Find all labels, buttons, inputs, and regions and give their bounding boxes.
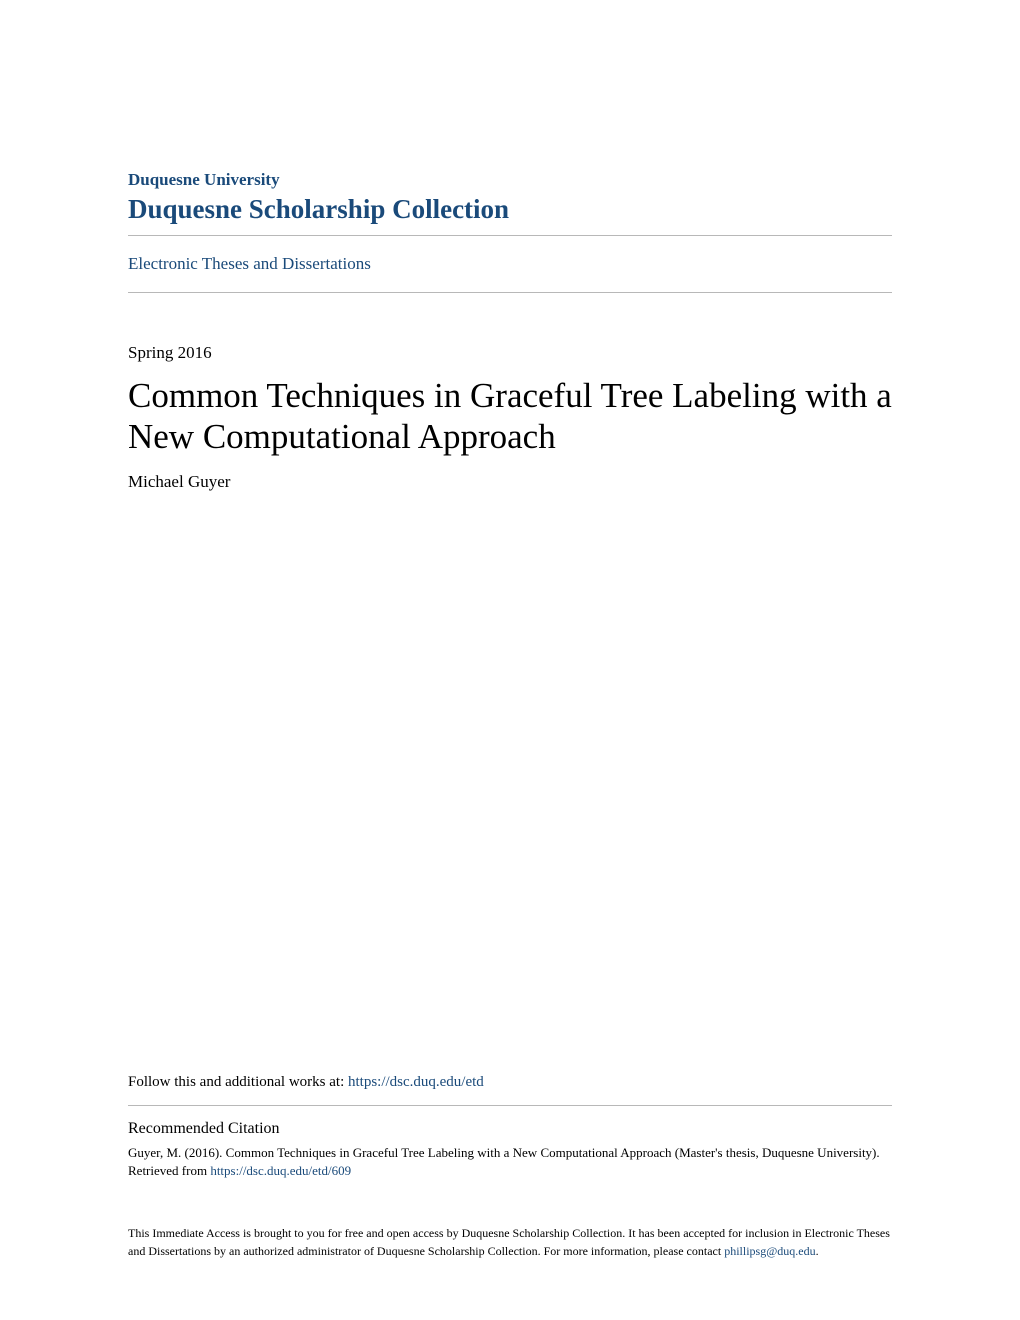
divider-mid xyxy=(128,292,892,293)
collection-title[interactable]: Duquesne Scholarship Collection xyxy=(128,194,892,225)
university-name: Duquesne University xyxy=(128,170,892,190)
divider-follow xyxy=(128,1105,892,1106)
paper-author: Michael Guyer xyxy=(128,472,892,492)
page-container: Duquesne University Duquesne Scholarship… xyxy=(0,0,1020,1320)
footer-note: This Immediate Access is brought to you … xyxy=(128,1225,892,1260)
citation-text: Guyer, M. (2016). Common Techniques in G… xyxy=(128,1144,892,1182)
divider-top xyxy=(128,235,892,236)
citation-url[interactable]: https://dsc.duq.edu/etd/609 xyxy=(210,1163,351,1178)
publication-date: Spring 2016 xyxy=(128,343,892,363)
etd-link[interactable]: Electronic Theses and Dissertations xyxy=(128,254,892,274)
follow-line: Follow this and additional works at: htt… xyxy=(128,1074,892,1091)
footer-email[interactable]: phillipsg@duq.edu xyxy=(724,1244,815,1258)
citation-heading: Recommended Citation xyxy=(128,1120,892,1138)
follow-prefix: Follow this and additional works at: xyxy=(128,1074,348,1090)
paper-title: Common Techniques in Graceful Tree Label… xyxy=(128,375,892,458)
vertical-spacer xyxy=(128,492,892,1074)
follow-url[interactable]: https://dsc.duq.edu/etd xyxy=(348,1074,484,1090)
footer-suffix: . xyxy=(816,1244,819,1258)
